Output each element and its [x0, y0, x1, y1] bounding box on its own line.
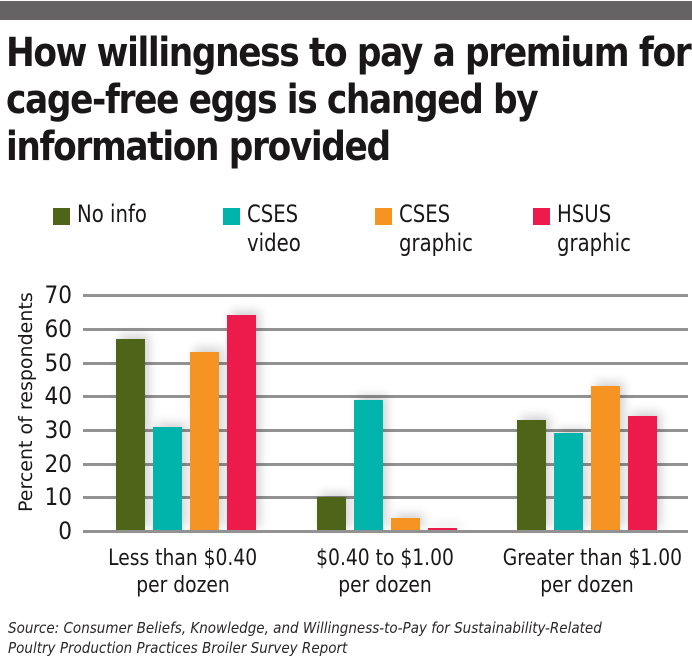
y-tick-label: 60 [44, 314, 72, 343]
legend-swatch-no-info [53, 208, 70, 225]
category-label-040-to-100: $0.40 to $1.00 per dozen [285, 545, 485, 599]
legend-label-line-1: CSES [399, 200, 451, 228]
bar-hsus-graphic-2 [427, 527, 457, 531]
bar-cses-video-3 [553, 433, 583, 531]
bar-cses-graphic-1 [190, 352, 219, 531]
category-label-line-2: per dozen [285, 572, 485, 599]
category-label-line-1: Less than $0.40 [83, 545, 283, 572]
y-tick-label: 0 [58, 517, 72, 545]
gridline-70 [83, 294, 688, 298]
legend-label: CSES video [247, 200, 301, 258]
gridline-30 [83, 428, 688, 432]
gridline-40 [83, 395, 688, 399]
header-band [0, 1, 692, 20]
legend-label-line-2: video [247, 229, 301, 257]
x-axis-baseline [83, 530, 688, 533]
chart-title: How willingness to pay a premium for cag… [6, 30, 692, 171]
chart-title-line-3: information provided [6, 124, 391, 170]
chart-title-line-1: How willingness to pay a premium for [6, 30, 692, 76]
bar-hsus-graphic-3 [627, 416, 657, 531]
legend-swatch-cses-video [223, 208, 240, 225]
gridline-60 [83, 327, 688, 331]
category-label-line-1: Greater than $1.00 [487, 545, 687, 572]
gridline-10 [83, 496, 688, 500]
category-label-text: per dozen [136, 573, 230, 598]
source-note: Source: Consumer Beliefs, Knowledge, and… [8, 618, 624, 658]
bar-no-info-2 [317, 497, 346, 531]
legend-swatch-cses-graphic [375, 208, 392, 225]
legend-swatch-hsus-graphic [533, 208, 550, 225]
y-tick-label: 30 [44, 415, 72, 444]
bar-no-info-3 [517, 419, 546, 531]
chart-title-line-2: cage-free eggs is changed by [6, 77, 539, 123]
category-label-greater-than-100: Greater than $1.00 per dozen [487, 545, 687, 599]
y-tick-label: 40 [44, 382, 72, 411]
bar-hsus-graphic-1 [226, 315, 256, 531]
category-label-line-2: per dozen [487, 572, 687, 599]
category-label-text: Less than $0.40 [108, 546, 258, 571]
legend-label-line-2: graphic [399, 229, 473, 257]
legend-label: CSES graphic [399, 200, 473, 258]
category-label-text: per dozen [338, 573, 432, 598]
y-tick-label: 70 [44, 281, 72, 310]
y-tick-label: 50 [44, 348, 72, 377]
category-label-text: per dozen [540, 573, 634, 598]
category-label-line-2: per dozen [83, 572, 283, 599]
bar-cses-graphic-2 [391, 517, 420, 531]
bar-cses-video-1 [152, 426, 182, 531]
y-tick-label: 20 [44, 449, 72, 478]
legend-label-line-1: CSES [247, 200, 299, 228]
legend-label-line-1: HSUS [557, 200, 612, 228]
category-label-less-than-040: Less than $0.40 per dozen [83, 545, 283, 599]
legend: No info CSES video CSES graphic HSUS gra… [0, 200, 692, 270]
legend-label: HSUS graphic [557, 200, 631, 258]
bar-no-info-1 [116, 338, 145, 531]
legend-label: No info [77, 200, 147, 229]
category-label-text: Greater than $1.00 [502, 546, 682, 571]
gridline-50 [83, 361, 688, 365]
source-line-1: Source: Consumer Beliefs, Knowledge, and… [8, 619, 602, 637]
category-label-line-1: $0.40 to $1.00 [285, 545, 485, 572]
source-line-2: Poultry Production Practices Broiler Sur… [8, 639, 348, 657]
bar-cses-video-2 [353, 399, 383, 531]
legend-label-line-1: No info [77, 200, 147, 228]
legend-label-line-2: graphic [557, 229, 631, 257]
category-label-text: $0.40 to $1.00 [316, 546, 454, 571]
y-tick-label: 10 [44, 483, 72, 512]
gridline-20 [83, 462, 688, 466]
bar-cses-graphic-3 [591, 386, 620, 531]
